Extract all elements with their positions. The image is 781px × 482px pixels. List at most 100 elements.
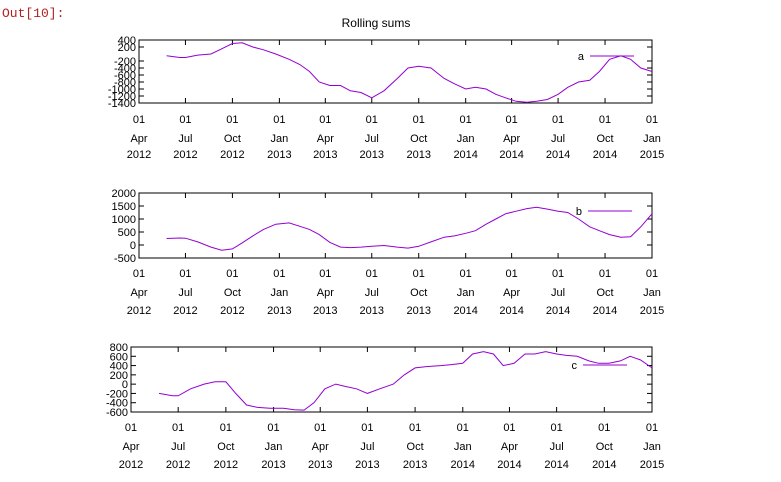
x-tick-label: 01 [552, 114, 564, 126]
x-tick-label: 01 [506, 114, 518, 126]
x-tick-label: 01 [267, 422, 279, 434]
y-tick-label: 1500 [112, 201, 136, 213]
x-tick-label: 2014 [499, 305, 523, 317]
y-tick-label: -200 [114, 56, 136, 68]
x-tick-label: Apr [317, 133, 334, 145]
y-tick-label: 600 [110, 351, 128, 363]
x-tick-label: Apr [503, 133, 520, 145]
x-tick-label: 01 [133, 114, 145, 126]
x-tick-label: Jan [454, 441, 472, 453]
output-prompt: Out[10]: [2, 6, 65, 21]
x-tick-label: 2014 [451, 459, 475, 471]
x-tick-label: 2015 [640, 149, 664, 161]
x-tick-label: 2012 [173, 149, 197, 161]
x-tick-label: 01 [646, 114, 658, 126]
x-tick-label: Jan [270, 287, 288, 299]
x-tick-label: 01 [273, 268, 285, 280]
x-tick-label: Oct [224, 133, 241, 145]
x-tick-label: 2014 [546, 149, 570, 161]
x-tick-label: Apr [130, 287, 147, 299]
y-tick-label: 0 [130, 240, 136, 252]
y-tick-label: 0 [122, 379, 128, 391]
x-tick-label: 2014 [544, 459, 568, 471]
x-tick-label: 2013 [313, 305, 337, 317]
x-tick-label: 2013 [261, 459, 285, 471]
y-tick-label: -800 [114, 77, 136, 89]
x-tick-label: 2014 [593, 149, 617, 161]
x-tick-label: 2013 [355, 459, 379, 471]
x-tick-label: 01 [319, 114, 331, 126]
x-tick-label: Apr [312, 441, 329, 453]
x-tick-label: 01 [646, 422, 658, 434]
x-tick-label: 01 [550, 422, 562, 434]
x-tick-label: Oct [596, 133, 613, 145]
y-tick-label: -200 [106, 388, 128, 400]
y-tick-label: -1400 [108, 98, 136, 110]
y-tick-label: -400 [106, 398, 128, 410]
x-tick-label: 01 [133, 268, 145, 280]
x-tick-label: 01 [598, 422, 610, 434]
x-tick-label: Apr [122, 441, 139, 453]
x-tick-label: 2013 [406, 305, 430, 317]
x-tick-label: Apr [130, 133, 147, 145]
y-tick-label: 800 [110, 342, 128, 354]
x-tick-label: Jan [270, 133, 288, 145]
plot-frame [138, 192, 653, 259]
x-tick-label: Jan [265, 441, 283, 453]
x-tick-label: 2013 [406, 149, 430, 161]
y-tick-label: 200 [118, 42, 136, 54]
y-tick-label: 200 [110, 370, 128, 382]
x-tick-label: 01 [503, 422, 515, 434]
x-tick-label: 01 [366, 268, 378, 280]
legend-label: b [576, 206, 582, 218]
series-line-c [158, 351, 653, 411]
x-tick-label: 2013 [313, 149, 337, 161]
x-tick-label: 01 [319, 268, 331, 280]
x-tick-label: 2014 [593, 305, 617, 317]
y-tick-label: 400 [110, 361, 128, 373]
legend-label: c [572, 360, 578, 372]
x-tick-label: 01 [314, 422, 326, 434]
x-tick-label: 01 [552, 268, 564, 280]
x-tick-label: 01 [361, 422, 373, 434]
x-tick-label: Oct [596, 441, 613, 453]
x-tick-label: 01 [220, 422, 232, 434]
x-tick-label: 01 [226, 114, 238, 126]
x-tick-label: Apr [503, 287, 520, 299]
series-line-b [166, 206, 653, 251]
x-tick-label: Oct [224, 287, 241, 299]
x-tick-label: 01 [409, 422, 421, 434]
x-tick-label: Oct [410, 133, 427, 145]
y-tick-label: -1200 [108, 91, 136, 103]
x-tick-label: Jul [551, 287, 565, 299]
x-tick-label: 2012 [220, 305, 244, 317]
x-tick-label: Oct [217, 441, 234, 453]
x-tick-label: 01 [366, 114, 378, 126]
x-tick-label: Apr [317, 287, 334, 299]
x-tick-label: 2012 [173, 305, 197, 317]
x-tick-label: Jul [178, 287, 192, 299]
x-tick-label: 2014 [453, 305, 477, 317]
x-tick-label: 2013 [360, 149, 384, 161]
x-tick-label: 2012 [214, 459, 238, 471]
x-tick-label: 2015 [640, 305, 664, 317]
x-tick-label: 01 [172, 422, 184, 434]
x-tick-label: 2013 [403, 459, 427, 471]
x-tick-label: 01 [599, 268, 611, 280]
x-tick-label: Jan [457, 287, 475, 299]
x-tick-label: 2012 [119, 459, 143, 471]
x-tick-label: 2013 [360, 305, 384, 317]
x-tick-label: 01 [457, 422, 469, 434]
y-tick-label: 400 [118, 35, 136, 47]
x-tick-label: Jan [457, 133, 475, 145]
x-tick-label: Jul [365, 133, 379, 145]
plot-frame [138, 39, 653, 104]
x-tick-label: Jul [550, 441, 564, 453]
x-tick-label: Jul [171, 441, 185, 453]
figure-title: Rolling sums [342, 16, 411, 30]
x-tick-label: Jan [643, 441, 661, 453]
x-tick-label: 2014 [546, 305, 570, 317]
x-tick-label: Jul [360, 441, 374, 453]
x-tick-label: 01 [599, 114, 611, 126]
x-tick-label: 01 [226, 268, 238, 280]
